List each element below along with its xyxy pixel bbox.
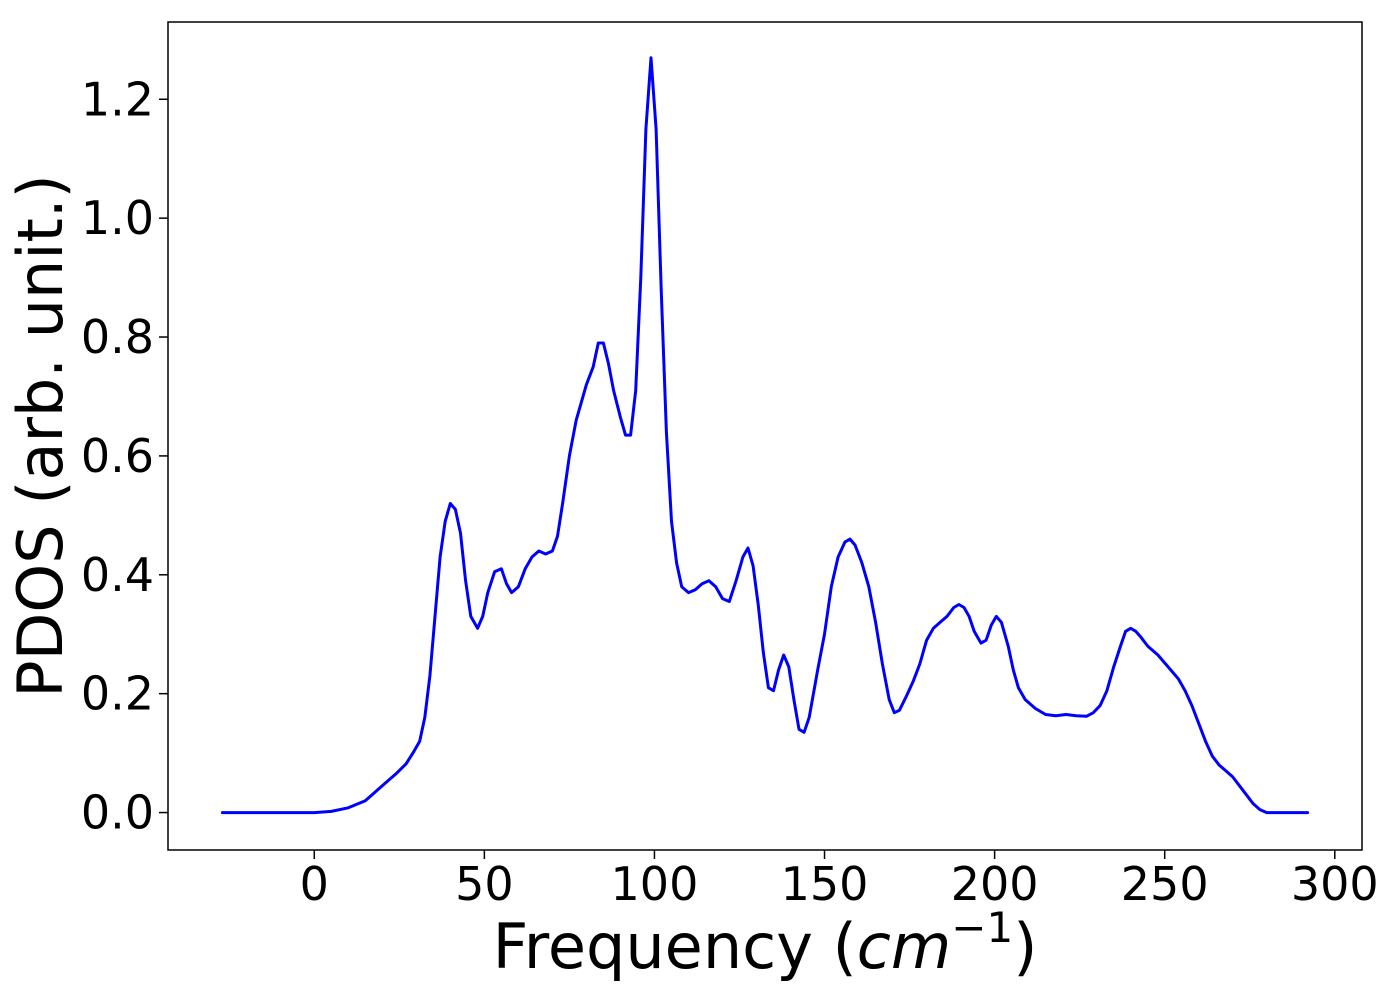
x-axis-title-exponent: −1 (951, 903, 1013, 952)
x-tick-label: 300 (1291, 857, 1379, 911)
y-tick-label: 0.0 (81, 786, 154, 840)
plot-background (168, 22, 1362, 850)
x-tick-label: 250 (1121, 857, 1209, 911)
x-tick-label: 100 (611, 857, 699, 911)
y-tick-label: 1.0 (81, 191, 154, 245)
y-axis-title: PDOS (arb. unit.) (4, 174, 77, 697)
x-axis: 0 50 100 150 200 250 300 (300, 850, 1379, 911)
x-tick-label: 200 (951, 857, 1039, 911)
plot-frame (167, 21, 1363, 851)
pdos-series-line (220, 56, 1310, 815)
x-axis-title-pre: Frequency ( (493, 910, 857, 983)
x-tick-label: 0 (300, 857, 329, 911)
x-axis-title-unit: cm (857, 910, 951, 983)
y-tick-label: 0.2 (81, 667, 154, 721)
x-tick-label: 150 (781, 857, 869, 911)
x-tick-label: 50 (455, 857, 514, 911)
x-axis-title-post: ) (1013, 910, 1037, 983)
x-axis-title: Frequency (cm−1) (493, 903, 1038, 983)
y-tick-label: 0.4 (81, 548, 154, 602)
y-axis: 0.0 0.2 0.4 0.6 0.8 1.0 1.2 (81, 72, 168, 840)
y-tick-label: 1.2 (81, 72, 154, 126)
y-tick-label: 0.6 (81, 429, 154, 483)
y-tick-label: 0.8 (81, 310, 154, 364)
